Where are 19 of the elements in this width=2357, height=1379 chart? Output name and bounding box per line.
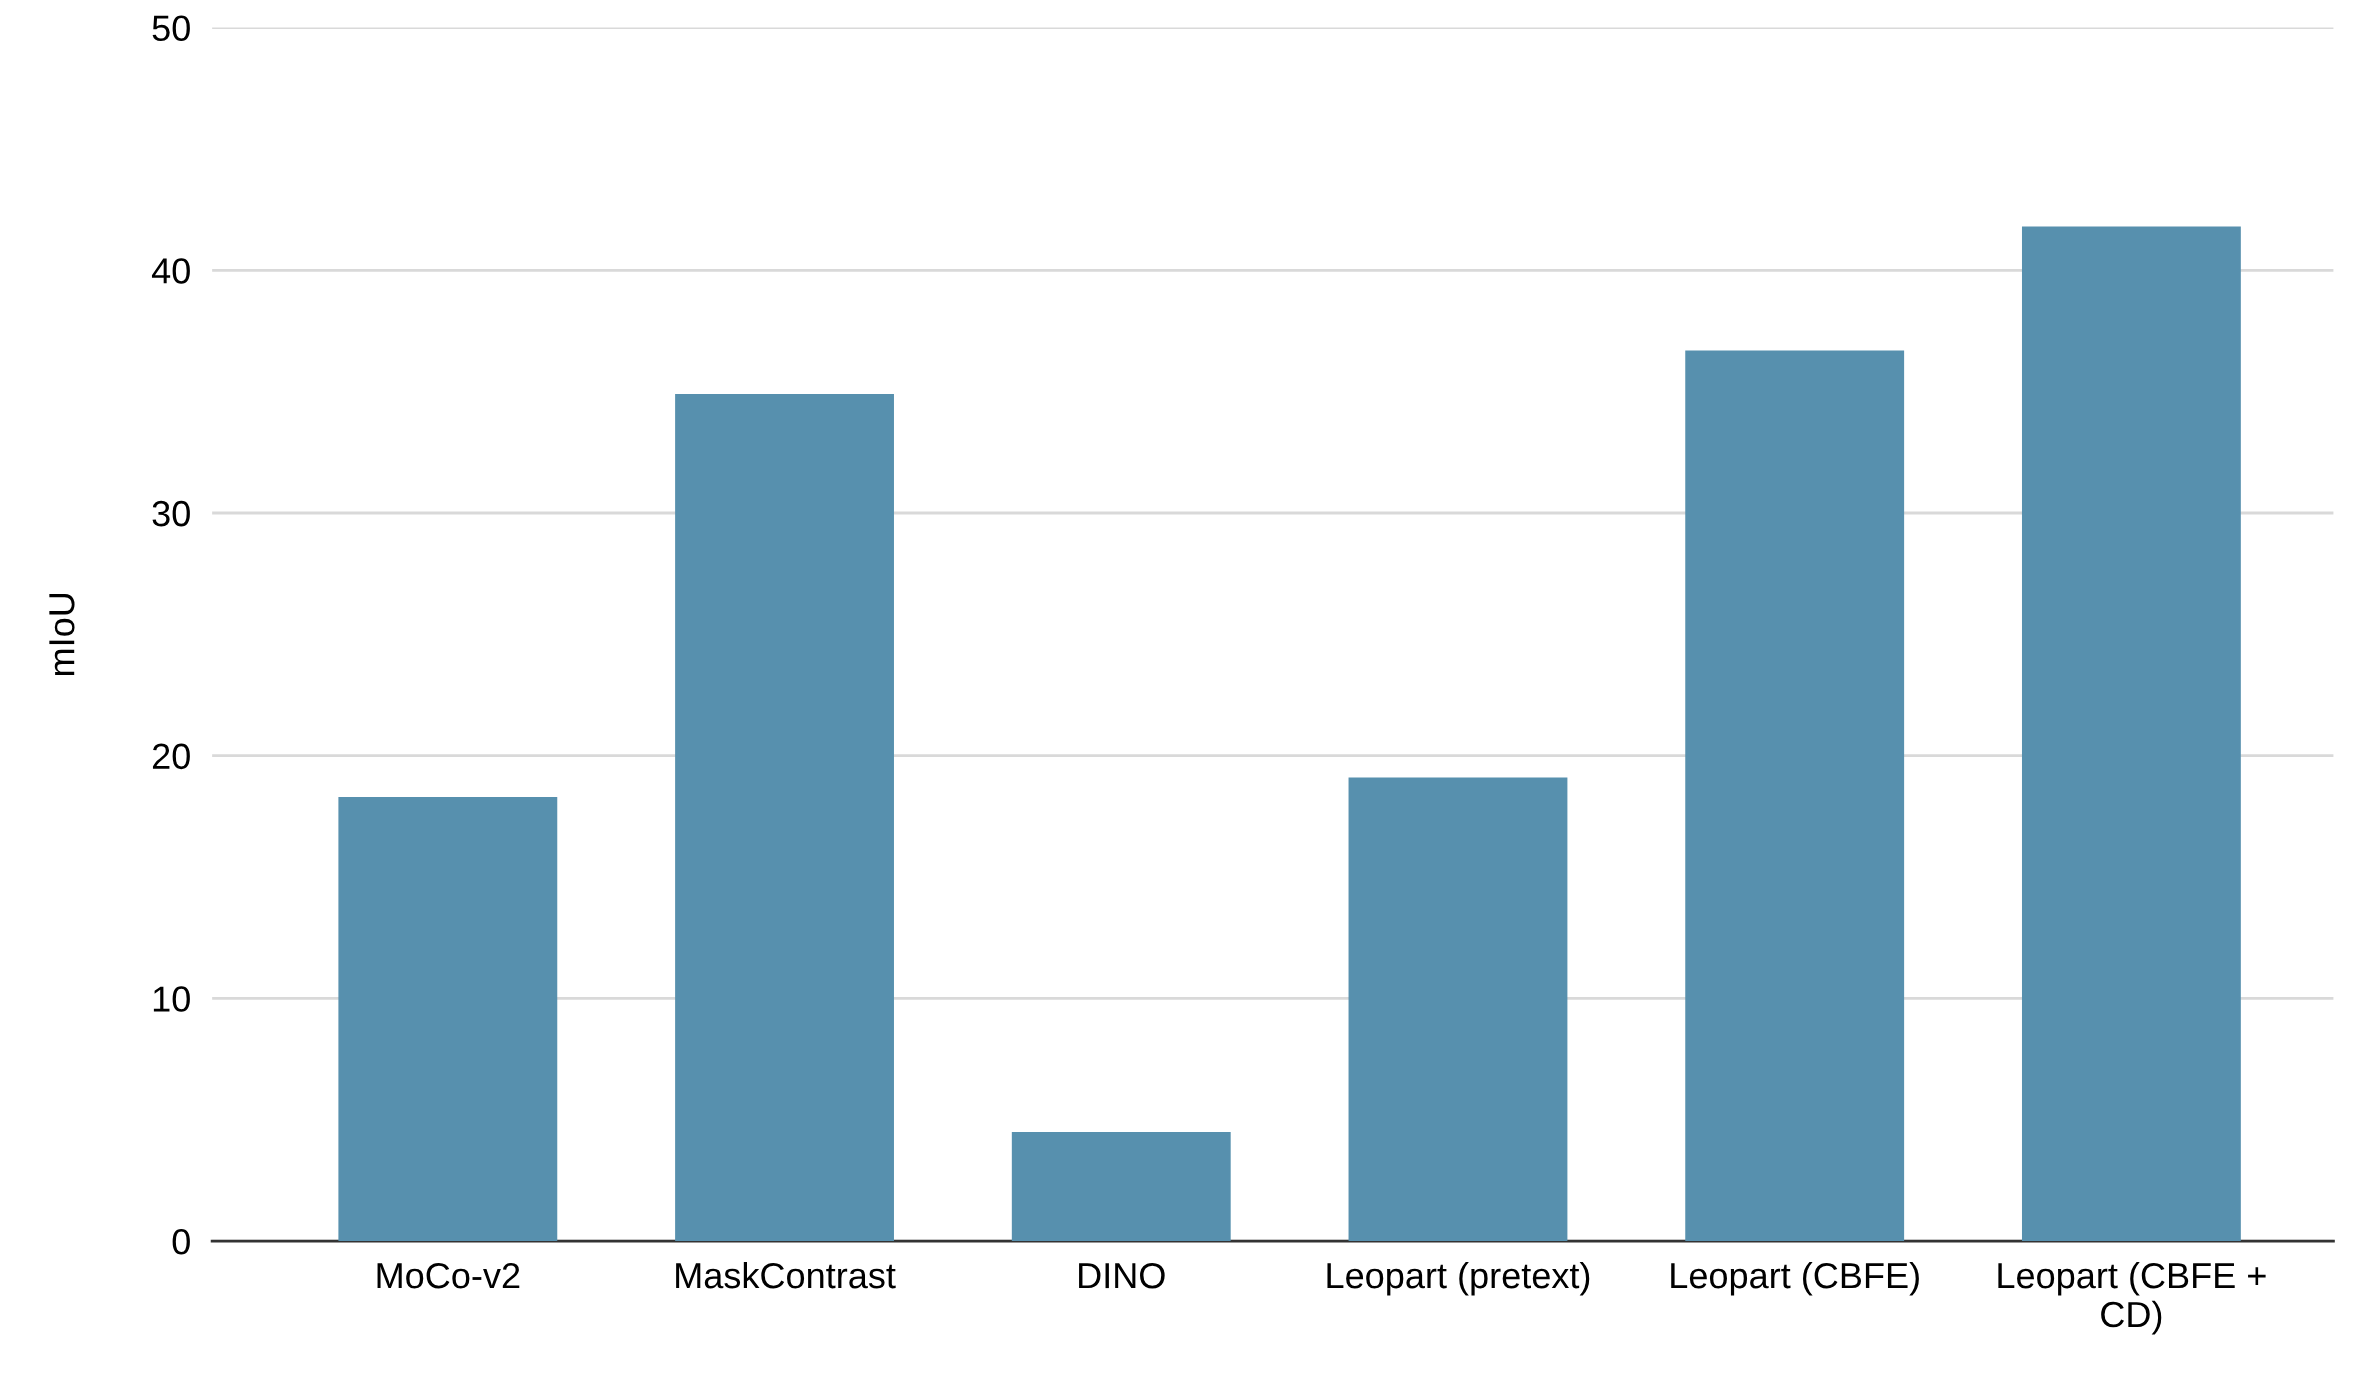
y-tick-label: 0 — [172, 1228, 190, 1255]
y-tick-label: 10 — [153, 986, 190, 1012]
y-tick-label: 30 — [152, 500, 190, 527]
y-tick-label: 20 — [152, 743, 190, 770]
bar — [1685, 350, 1905, 1242]
x-tick-label: Leopart (CBFE) — [1671, 1261, 1919, 1296]
bar — [338, 796, 558, 1242]
y-axis-title: mIoU — [49, 593, 75, 676]
y-tick-label: 50 — [152, 15, 190, 42]
x-tick-label: MaskContrast — [676, 1261, 896, 1289]
bar — [1348, 777, 1568, 1242]
bar — [675, 394, 894, 1242]
x-tick-label: DINO — [1079, 1262, 1165, 1289]
x-tick-label: MoCo-v2 — [377, 1262, 520, 1289]
y-tick-label: 40 — [151, 258, 190, 284]
x-tick-label: Leopart (pretext) — [1327, 1261, 1590, 1296]
bar — [2021, 226, 2241, 1242]
bar — [1011, 1131, 1231, 1242]
x-tick-label: Leopart (CBFE + CD) — [1998, 1261, 2266, 1335]
